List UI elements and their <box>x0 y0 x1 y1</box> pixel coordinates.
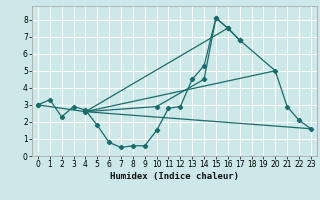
X-axis label: Humidex (Indice chaleur): Humidex (Indice chaleur) <box>110 172 239 181</box>
